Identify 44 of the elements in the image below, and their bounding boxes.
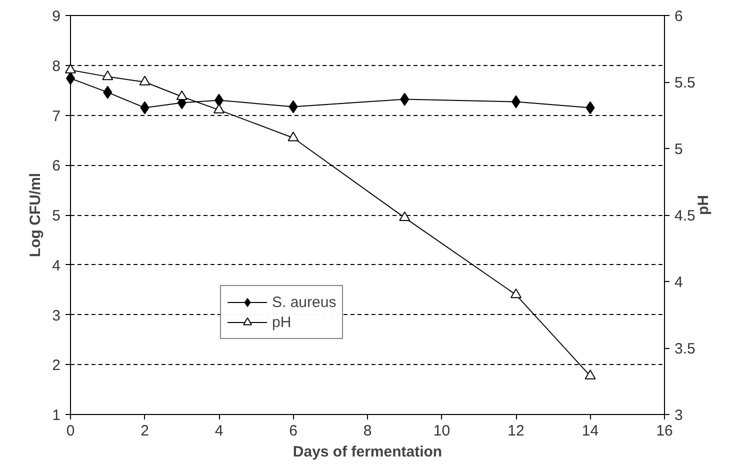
y2-tick-label: 6	[674, 8, 683, 25]
point	[102, 70, 114, 80]
y-tick-label: 1	[52, 407, 60, 424]
point	[140, 101, 150, 114]
point	[584, 370, 596, 380]
y2-tick-label: 5	[674, 141, 683, 158]
point	[103, 86, 112, 99]
y2-tick-label: 3	[674, 407, 683, 424]
y-tick-label: 5	[52, 208, 60, 224]
y-axis-title: Log CFU/ml	[27, 172, 44, 258]
y2-tick-label: 5.5	[674, 74, 696, 92]
point	[586, 101, 595, 114]
y-tick-label: 3	[52, 307, 60, 324]
y-tick-label: 4	[52, 257, 60, 274]
point	[214, 104, 224, 114]
point	[176, 90, 188, 100]
point	[400, 92, 410, 106]
point	[139, 76, 150, 86]
point	[288, 100, 298, 114]
x-tick-label: 6	[289, 422, 298, 440]
x-tick-label: 2	[140, 422, 149, 440]
point	[65, 64, 76, 74]
y-tick-label: 8	[52, 58, 60, 75]
x-tick-label: 0	[66, 422, 75, 440]
y-tick-label: 6	[52, 158, 60, 175]
legend-label: pH	[272, 314, 292, 330]
x-tick-label: 16	[656, 422, 673, 440]
y2-tick-label: 3.5	[674, 340, 696, 358]
x-tick-label: 10	[433, 422, 450, 440]
x-tick-label: 14	[582, 422, 599, 440]
y-tick-label: 9	[52, 8, 60, 25]
y-tick-label: 2	[52, 357, 60, 374]
y2-tick-label: 4.5	[674, 208, 696, 224]
point	[288, 132, 299, 142]
y2-axis-title: pH	[694, 195, 712, 215]
y2-tick-label: 4	[674, 274, 683, 291]
point	[510, 288, 522, 298]
x-tick-label: 8	[363, 422, 372, 440]
y-tick-label: 7	[52, 108, 60, 125]
x-axis-title: Days of fermentation	[292, 444, 442, 460]
legend-label: S. aureus	[272, 294, 336, 310]
point	[399, 211, 410, 222]
x-tick-label: 12	[508, 422, 524, 440]
x-tick-label: 4	[214, 422, 224, 440]
